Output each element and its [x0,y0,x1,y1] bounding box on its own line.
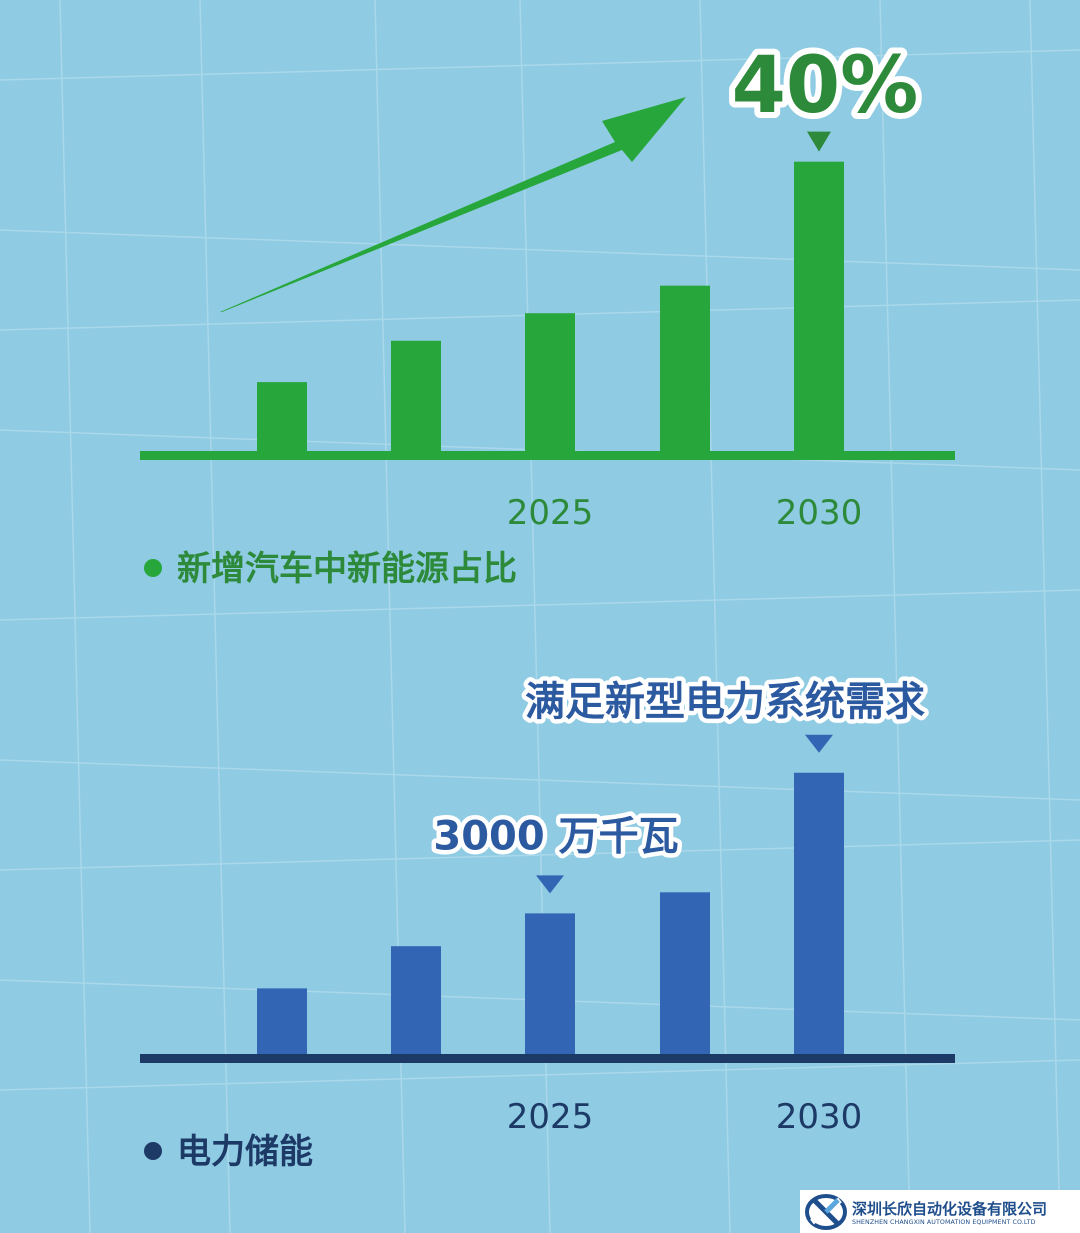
annotation-pointer-2030 [807,131,831,152]
bar-2030 [794,772,844,1054]
annotation-pointer-2025 [536,875,564,894]
bar-slot-1 [257,382,307,451]
bar-annotation-2030: 40% [732,41,919,131]
bar-2030 [794,161,844,451]
bar-slot-2 [391,340,441,451]
bar-annotation-2025: 3000 万千瓦 [433,813,678,859]
x-tick-label: 2025 [507,493,594,533]
bar-slot-4 [660,892,710,1054]
x-tick-label: 2030 [776,1097,863,1137]
bar-2025 [525,913,575,1054]
legend-label: 新增汽车中新能源占比 [177,549,517,589]
bar-annotation-2030: 满足新型电力系统需求 [525,679,925,725]
texture-line [0,229,1080,271]
legend-dot [144,1142,162,1160]
texture-line [0,839,1080,871]
company-logo: 深圳长欣自动化设备有限公司 SHENZHEN CHANGXIN AUTOMATI… [800,1190,1080,1233]
energy-storage-chart: 2025 2030 3000 万千瓦 满足新型电力系统需求 电力储能 [140,674,955,1172]
x-axis-line [140,451,955,460]
trend-arrow [220,97,686,312]
texture-line [1029,0,1061,1233]
legend-dot [144,559,162,577]
texture-line [199,0,231,1233]
x-tick-label: 2025 [507,1097,594,1137]
bar-slot-2 [391,946,441,1054]
logo-mark-icon [805,1193,847,1230]
texture-line [59,0,91,1233]
texture-line [0,1059,1080,1091]
new-energy-share-chart: 2025 2030 40% 新增汽车中新能源占比 [140,35,955,589]
x-axis-line [140,1054,955,1063]
bar-slot-4 [660,285,710,451]
x-tick-label: 2030 [776,493,863,533]
bar-slot-1 [257,988,307,1054]
texture-line [0,759,1080,801]
annotation-pointer-2030 [805,734,833,753]
texture-line [879,0,911,1233]
texture-line [699,0,731,1233]
legend-label: 电力储能 [177,1132,313,1172]
logo-company-name-en: SHENZHEN CHANGXIN AUTOMATION EQUIPMENT C… [852,1218,1036,1226]
texture-line [0,589,1080,621]
bar-2025 [525,313,575,451]
texture-line [0,49,1080,81]
logo-company-name: 深圳长欣自动化设备有限公司 [852,1199,1048,1218]
